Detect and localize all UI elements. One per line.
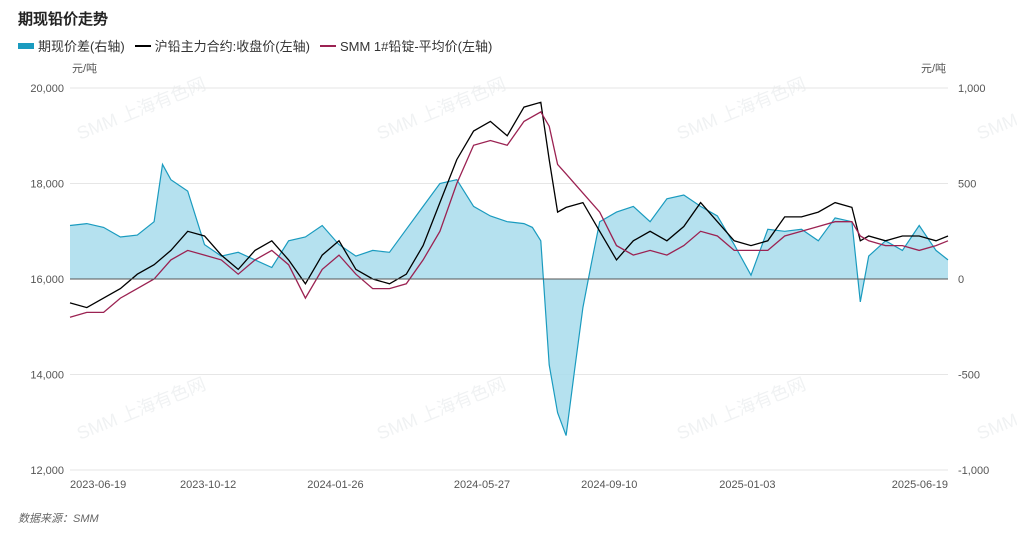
right-tick-label: 500 <box>958 179 976 191</box>
watermark-5: SMM 上海有色网 <box>374 374 509 444</box>
x-tick-label: 2024-05-27 <box>454 479 510 491</box>
legend-item-spread[interactable]: 期现价差(右轴) <box>18 36 125 55</box>
data-source: 数据来源：SMM <box>18 513 99 525</box>
legend-label-spot: SMM 1#铅锭-平均价(左轴) <box>339 39 493 54</box>
left-tick-label: 18,000 <box>30 179 64 191</box>
legend-label-spread: 期现价差(右轴) <box>38 39 125 54</box>
right-axis-unit: 元/吨 <box>921 63 947 75</box>
legend-swatch-spread <box>18 42 34 49</box>
right-tick-label: -1,000 <box>958 465 989 477</box>
x-tick-label: 2025-01-03 <box>719 479 775 491</box>
right-tick-label: -500 <box>958 370 980 382</box>
watermark-0: SMM 上海有色网 <box>74 74 209 144</box>
watermark-6: SMM 上海有色网 <box>674 374 809 444</box>
legend-label-futures: 沪铅主力合约:收盘价(左轴) <box>154 39 310 54</box>
watermark-4: SMM 上海有色网 <box>74 374 209 444</box>
watermark-7: SMM 上海有色网 <box>974 374 1017 444</box>
series-spread-line <box>69 162 949 436</box>
right-tick-label: 1,000 <box>958 83 986 95</box>
left-tick-label: 16,000 <box>30 274 64 286</box>
left-tick-label: 12,000 <box>30 465 64 477</box>
legend-item-spot[interactable]: SMM 1#铅锭-平均价(左轴) <box>319 36 493 55</box>
left-tick-label: 20,000 <box>30 83 64 95</box>
chart-legend: 期现价差(右轴) 沪铅主力合约:收盘价(左轴) SMM 1#铅锭-平均价(左轴) <box>18 36 502 55</box>
x-tick-label: 2024-01-26 <box>307 479 363 491</box>
legend-item-futures[interactable]: 沪铅主力合约:收盘价(左轴) <box>134 36 310 55</box>
legend-swatch-futures <box>134 44 151 47</box>
chart-title: 期现铅价走势 <box>18 11 109 28</box>
left-axis-unit: 元/吨 <box>72 63 98 75</box>
x-tick-label: 2024-09-10 <box>581 479 637 491</box>
watermark-2: SMM 上海有色网 <box>674 74 809 144</box>
x-tick-label: 2023-10-12 <box>180 479 236 491</box>
series-spot-line <box>69 111 949 318</box>
watermark-1: SMM 上海有色网 <box>374 74 509 144</box>
series-futures-line <box>69 101 949 309</box>
x-tick-label: 2025-06-19 <box>892 479 948 491</box>
left-tick-label: 14,000 <box>30 370 64 382</box>
legend-swatch-spot <box>319 44 336 47</box>
right-tick-label: 0 <box>958 274 964 286</box>
x-tick-label: 2023-06-19 <box>70 479 126 491</box>
